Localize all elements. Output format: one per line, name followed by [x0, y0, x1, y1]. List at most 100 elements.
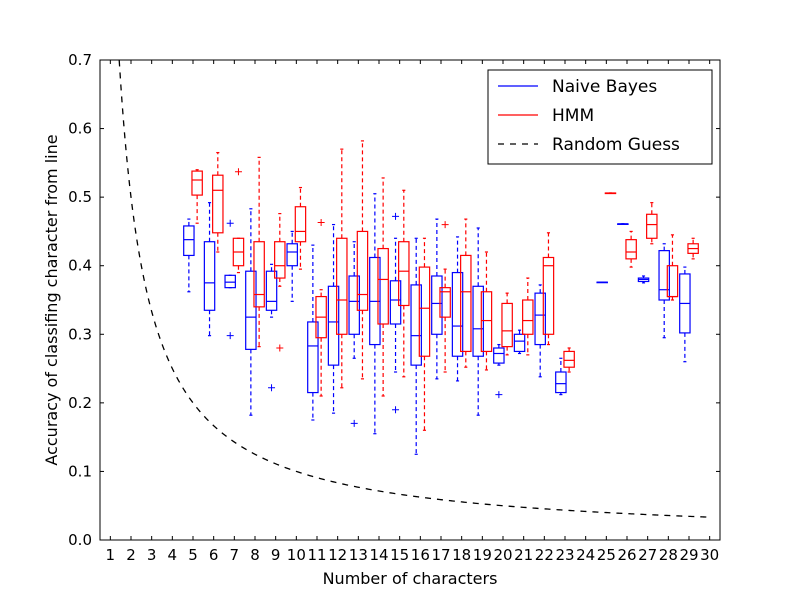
hmm-box-12 — [336, 148, 348, 389]
x-tick-label: 14 — [369, 546, 388, 564]
naive-bayes-box-10 — [286, 230, 298, 302]
x-tick-label: 30 — [700, 546, 719, 564]
x-tick-label: 5 — [188, 546, 198, 564]
box-body — [431, 275, 443, 335]
outlier-marker — [392, 212, 400, 220]
legend-frame — [487, 69, 713, 165]
box-body — [212, 174, 224, 234]
naive-bayes-box-9 — [265, 263, 278, 392]
x-tick-labels: 1 2 3 4 5 6 7 8 9 10 11 12 13 14 15 16 17 18 19 20 21 22 23 24 2… — [106, 546, 720, 564]
box-body — [265, 270, 278, 311]
box-body — [472, 285, 484, 357]
x-tick-label: 15 — [390, 546, 409, 564]
legend: Naive Bayes HMM Random Guess — [487, 69, 713, 165]
x-tick-label: 1 — [106, 546, 116, 564]
y-tick-label: 0.7 — [68, 51, 92, 69]
box-body — [327, 285, 340, 366]
naive-bayes-box-6 — [203, 202, 216, 337]
x-tick-label: 21 — [514, 546, 533, 564]
box-body — [389, 280, 402, 325]
naive-bayes-box-12 — [327, 223, 340, 414]
x-tick-label: 17 — [431, 546, 450, 564]
plot-frame — [99, 59, 721, 541]
legend-label-random-guess: Random Guess — [552, 135, 680, 155]
box-body — [625, 239, 637, 260]
hmm-box-14 — [377, 177, 389, 397]
naive-bayes-box-11 — [307, 244, 319, 421]
y-tick-label: 0.6 — [68, 120, 92, 138]
x-tick-label: 7 — [230, 546, 240, 564]
x-tick-label: 22 — [535, 546, 554, 564]
hmm-box-8 — [253, 156, 265, 348]
x-tick-label: 18 — [452, 546, 471, 564]
box-body — [646, 213, 658, 239]
hmm-box-23 — [563, 347, 575, 373]
naive-bayes-box-20 — [493, 343, 505, 399]
box-body — [286, 243, 298, 267]
y-tick-label: 0.3 — [68, 325, 92, 343]
outlier-marker — [317, 219, 325, 227]
x-tick-label: 2 — [126, 546, 136, 564]
naive-bayes-box-21 — [513, 329, 526, 355]
hmm-box-9 — [274, 213, 286, 352]
hmm-box-19 — [480, 251, 493, 371]
box-body — [274, 241, 286, 279]
x-tick-label: 10 — [287, 546, 306, 564]
naive-bayes-box-29 — [679, 266, 691, 363]
box-body — [377, 247, 389, 325]
hmm-box-16 — [418, 237, 431, 431]
y-tick-label: 0.4 — [68, 257, 92, 275]
naive-bayes-box-15 — [389, 212, 402, 414]
x-tick-label: 16 — [411, 546, 430, 564]
hmm-box-27 — [646, 202, 658, 245]
box-body — [480, 291, 493, 353]
x-tick-label: 9 — [271, 546, 281, 564]
box-body — [563, 350, 575, 368]
hmm-box-11 — [315, 219, 327, 397]
random-guess-layer — [118, 60, 710, 518]
legend-label-naive-bayes: Naive Bayes — [552, 77, 657, 97]
x-tick-label: 27 — [638, 546, 657, 564]
x-tick-label: 20 — [493, 546, 512, 564]
tick-layer — [100, 59, 720, 541]
x-tick-label: 12 — [328, 546, 347, 564]
box-body — [534, 292, 546, 346]
random-guess-line — [118, 60, 710, 518]
hmm-box-21 — [522, 277, 534, 356]
x-tick-label: 28 — [659, 546, 678, 564]
outlier-marker — [234, 168, 242, 176]
box-body — [501, 302, 513, 348]
box-body — [294, 206, 307, 243]
box-body — [460, 254, 472, 353]
box-body — [493, 347, 505, 364]
x-tick-label: 26 — [617, 546, 636, 564]
boxplot-layer — [183, 140, 699, 455]
box-body — [555, 371, 567, 394]
box-body — [191, 170, 203, 196]
naive-bayes-box-17 — [431, 218, 443, 380]
x-tick-label: 6 — [209, 546, 219, 564]
naive-bayes-box-19 — [472, 227, 484, 416]
hmm-box-13 — [356, 140, 369, 380]
x-axis-label: Number of characters — [323, 569, 498, 588]
box-body — [522, 299, 534, 335]
box-body — [348, 275, 360, 335]
naive-bayes-box-13 — [348, 241, 360, 427]
hmm-box-15 — [398, 189, 410, 378]
hmm-box-20 — [501, 292, 513, 356]
box-body — [513, 333, 526, 353]
box-body — [658, 250, 670, 301]
hmm-box-25 — [604, 192, 617, 195]
naive-bayes-box-28 — [658, 243, 670, 339]
outlier-marker — [392, 406, 400, 414]
box-body — [336, 237, 348, 335]
outlier-marker — [276, 344, 284, 352]
x-tick-label: 29 — [679, 546, 698, 564]
x-tick-label: 25 — [597, 546, 616, 564]
naive-bayes-box-8 — [245, 208, 257, 416]
y-tick-labels: 0.0 0.1 0.2 0.3 0.4 0.5 0.6 0.7 — [68, 51, 92, 549]
box-body — [356, 230, 369, 311]
outlier-marker — [226, 219, 234, 227]
naive-bayes-box-7 — [224, 219, 236, 340]
